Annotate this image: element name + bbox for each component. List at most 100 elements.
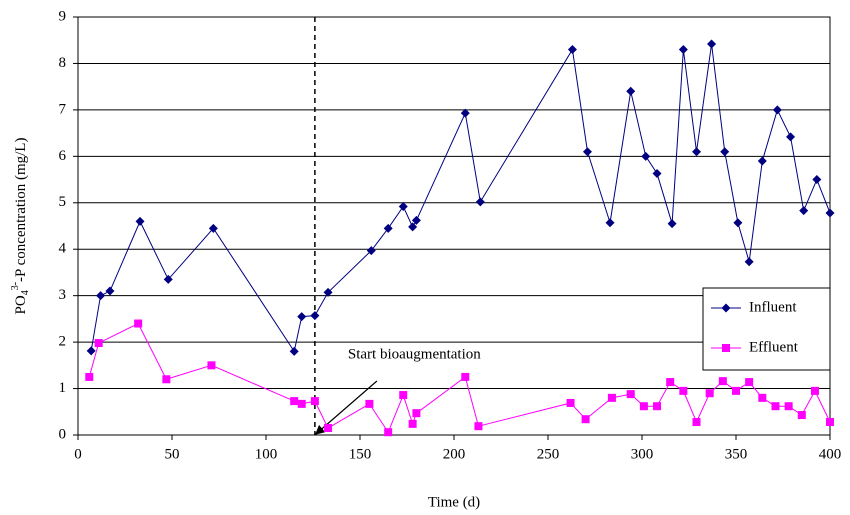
data-point (134, 319, 143, 328)
y-tick-label: 3 (59, 287, 67, 303)
data-point (784, 402, 793, 411)
data-point (826, 417, 834, 426)
data-point (720, 147, 730, 157)
legend-label: Influent (749, 299, 797, 315)
y-label-sub: 4 (20, 290, 31, 295)
data-point (582, 147, 592, 157)
data-point (812, 175, 822, 185)
data-point (398, 201, 408, 211)
y-tick-label: 6 (59, 148, 67, 164)
legend-box (702, 287, 831, 371)
annotation-text: Start bioaugmentation (348, 346, 481, 362)
data-point (566, 398, 575, 407)
x-axis-label: Time (d) (428, 494, 480, 510)
data-point (323, 287, 333, 297)
data-point (810, 386, 819, 395)
data-point (383, 223, 393, 233)
data-point (460, 108, 470, 118)
data-point (408, 222, 418, 232)
data-point (825, 208, 835, 218)
x-tick-label: 0 (74, 446, 82, 462)
y-label-base: PO (13, 295, 29, 314)
data-point (365, 399, 374, 408)
y-tick-label: 8 (59, 55, 67, 71)
data-point (297, 399, 306, 408)
data-point (745, 378, 754, 387)
data-point (412, 409, 421, 418)
data-point (799, 206, 809, 216)
data-point (772, 105, 782, 115)
data-point (666, 378, 675, 387)
plot-frame (77, 16, 831, 436)
legend-marker (721, 303, 731, 313)
y-label-sup: 3- (10, 282, 21, 290)
data-point (474, 422, 483, 431)
data-point (475, 197, 485, 207)
data-point (567, 45, 577, 55)
data-point (461, 372, 470, 381)
data-point (653, 402, 662, 411)
data-point (705, 389, 714, 398)
x-tick-label: 150 (349, 446, 372, 462)
y-label-rest: -P concentration (mg/L) (13, 138, 29, 282)
data-point (208, 223, 218, 233)
data-point (626, 390, 635, 399)
data-point (652, 169, 662, 179)
data-point (732, 386, 740, 395)
data-point (310, 311, 320, 321)
data-point (105, 286, 115, 296)
data-point (678, 45, 688, 55)
data-point (207, 361, 216, 370)
x-tick-label: 350 (725, 446, 748, 462)
data-point (384, 428, 393, 437)
data-point (411, 215, 421, 225)
data-point (163, 274, 173, 284)
data-point (786, 132, 796, 142)
data-point (162, 375, 171, 384)
data-point (607, 393, 616, 402)
data-point (758, 393, 767, 402)
data-point (605, 218, 615, 228)
data-point (297, 312, 307, 322)
y-tick-label: 4 (59, 241, 67, 257)
data-point (366, 246, 376, 256)
data-point (771, 402, 780, 411)
y-tick-label: 0 (59, 426, 67, 442)
data-point (581, 415, 590, 424)
data-point (399, 391, 408, 400)
data-point (797, 411, 806, 420)
data-point (757, 156, 767, 166)
data-point (324, 424, 333, 433)
data-point (85, 372, 94, 381)
data-point (290, 397, 299, 406)
x-tick-label: 100 (255, 446, 278, 462)
y-tick-label: 5 (59, 194, 67, 210)
data-point (707, 39, 717, 49)
data-point (692, 417, 701, 426)
y-tick-label: 7 (59, 101, 67, 117)
data-point (641, 151, 651, 161)
data-point (744, 257, 754, 267)
y-tick-label: 1 (59, 380, 67, 396)
x-tick-label: 200 (443, 446, 466, 462)
data-point (626, 86, 636, 96)
data-point (667, 219, 677, 229)
data-point (310, 397, 319, 406)
data-point (679, 386, 688, 395)
legend-marker (722, 344, 730, 352)
x-tick-label: 300 (631, 446, 654, 462)
x-tick-label: 250 (537, 446, 560, 462)
data-point (86, 346, 96, 356)
y-tick-label: 2 (59, 334, 67, 350)
data-point (135, 216, 145, 226)
series-line (90, 43, 831, 353)
data-point (733, 218, 743, 228)
data-point (96, 291, 106, 301)
data-point (692, 147, 702, 157)
data-point (408, 419, 417, 428)
data-point (289, 346, 299, 356)
y-tick-label: 9 (59, 8, 67, 24)
y-axis-label: PO43--P concentration (mg/L) (10, 138, 31, 315)
data-point (94, 339, 103, 348)
